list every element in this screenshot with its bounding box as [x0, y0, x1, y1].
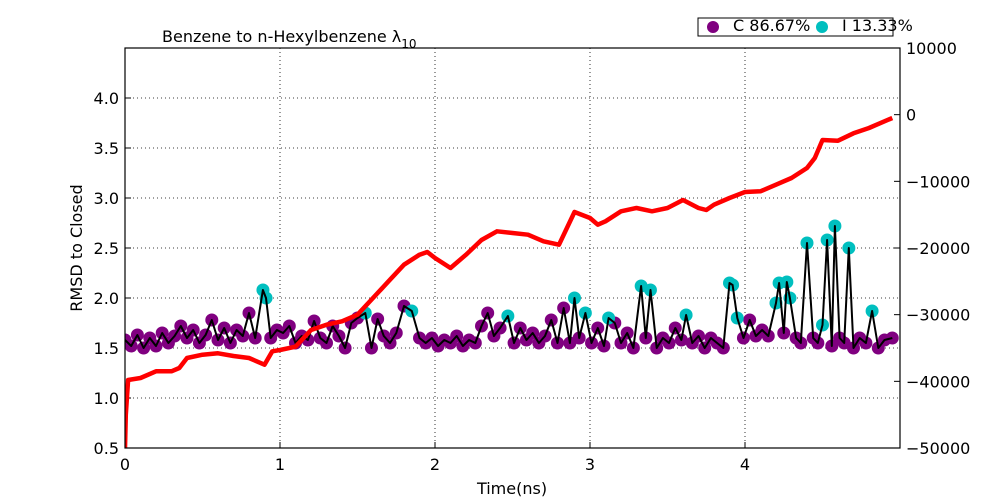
x-tick-label: 0 [120, 455, 130, 474]
x-tick-label: 3 [585, 455, 595, 474]
x-tick-label: 2 [430, 455, 440, 474]
x-axis-label: Time(ns) [476, 479, 547, 498]
y-tick-label: 0.5 [94, 439, 119, 458]
legend-marker [707, 21, 719, 33]
rmsd-line [125, 225, 893, 349]
y-tick-label: 3.5 [94, 139, 119, 158]
legend-box [697, 17, 894, 37]
y-tick-label: 3.0 [94, 189, 119, 208]
legend-marker [816, 21, 828, 33]
y-tick-label: 1.0 [94, 389, 119, 408]
y-tick-label: 2.5 [94, 239, 119, 258]
legend: C 86.67% I 13.33% [697, 16, 913, 37]
y-axis-label: RMSD to Closed [67, 184, 86, 311]
legend-label: C 86.67% [733, 16, 810, 35]
y2-tick-label: −30000 [906, 306, 970, 325]
legend-label: I 13.33% [842, 16, 913, 35]
y2-tick-label: −50000 [906, 439, 970, 458]
energy-line [125, 115, 894, 448]
y2-tick-label: 10000 [906, 39, 957, 58]
title-subscript: 10 [401, 37, 416, 51]
y2-tick-label: 0 [906, 106, 916, 125]
y-tick-label: 1.5 [94, 339, 119, 358]
x-tick-label: 4 [740, 455, 750, 474]
y2-tick-label: −10000 [906, 172, 970, 191]
x-tick-label: 1 [275, 455, 285, 474]
y2-tick-label: −20000 [906, 239, 970, 258]
plot-area [125, 48, 900, 448]
y-tick-label: 4.0 [94, 89, 119, 108]
plot-frame [124, 47, 901, 449]
y2-tick-label: −40000 [906, 372, 970, 391]
title-text: Benzene to n-Hexylbenzene λ [162, 27, 401, 46]
y-tick-label: 2.0 [94, 289, 119, 308]
